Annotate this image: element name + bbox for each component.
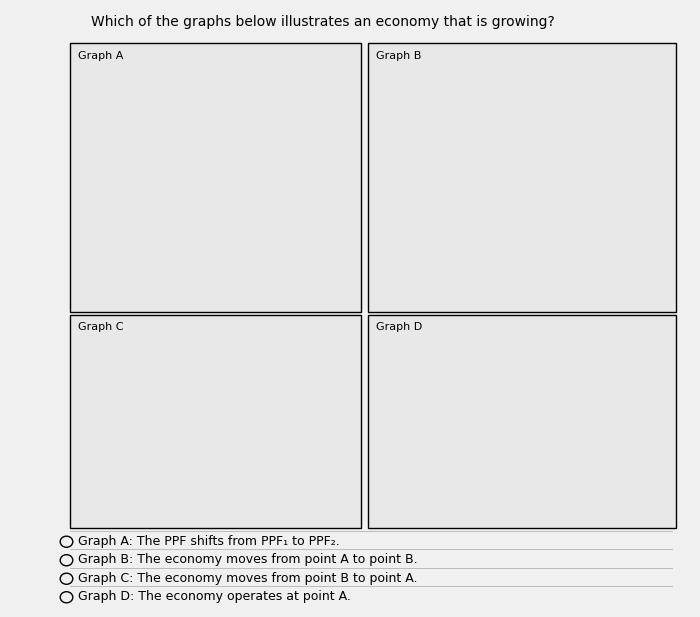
Text: Services: Services bbox=[217, 513, 258, 523]
Text: PPF1: PPF1 bbox=[247, 463, 269, 471]
Text: PPF1: PPF1 bbox=[178, 220, 200, 229]
Text: B: B bbox=[216, 428, 223, 438]
Text: PPF2: PPF2 bbox=[216, 220, 238, 229]
Text: A: A bbox=[482, 210, 489, 220]
Text: Goods: Goods bbox=[414, 124, 448, 135]
Text: Graph C: Graph C bbox=[78, 322, 124, 332]
Text: Goods: Goods bbox=[122, 373, 156, 383]
Text: Graph B: Graph B bbox=[376, 51, 421, 60]
Text: B: B bbox=[514, 176, 520, 186]
Text: Graph C: The economy moves from point B to point A.: Graph C: The economy moves from point B … bbox=[78, 571, 418, 585]
Text: Goods: Goods bbox=[122, 124, 156, 135]
Text: Graph D: Graph D bbox=[376, 322, 422, 332]
Text: Goods: Goods bbox=[414, 373, 448, 383]
Text: Graph D: The economy operates at point A.: Graph D: The economy operates at point A… bbox=[78, 590, 351, 603]
Text: Graph A: Graph A bbox=[78, 51, 124, 60]
Text: Services: Services bbox=[515, 513, 557, 523]
Text: PPF1: PPF1 bbox=[554, 460, 575, 469]
Text: Graph A: The PPF shifts from PPF₁ to PPF₂.: Graph A: The PPF shifts from PPF₁ to PPF… bbox=[78, 534, 340, 548]
Text: PPF1: PPF1 bbox=[554, 236, 575, 245]
Text: A: A bbox=[181, 398, 188, 408]
Text: Services: Services bbox=[217, 301, 258, 312]
Text: Graph B: The economy moves from point A to point B.: Graph B: The economy moves from point A … bbox=[78, 553, 418, 566]
Text: Which of the graphs below illustrates an economy that is growing?: Which of the graphs below illustrates an… bbox=[91, 15, 554, 30]
Text: Services: Services bbox=[515, 301, 557, 312]
Text: A: A bbox=[542, 421, 549, 431]
